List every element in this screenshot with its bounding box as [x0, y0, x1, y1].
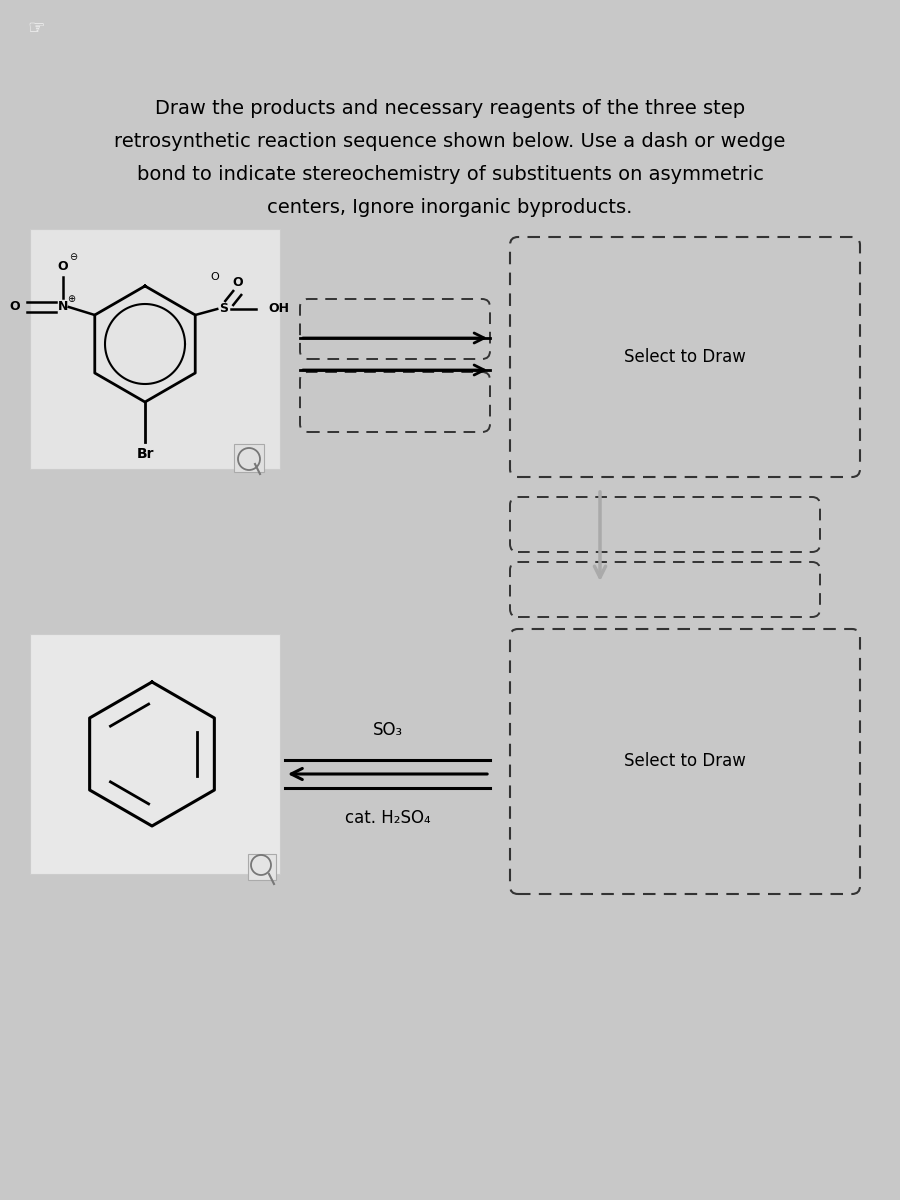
Text: Br: Br: [136, 446, 154, 461]
Text: O: O: [58, 260, 68, 274]
Text: bond to indicate stereochemistry of substituents on asymmetric: bond to indicate stereochemistry of subs…: [137, 164, 763, 184]
Text: retrosynthetic reaction sequence shown below. Use a dash or wedge: retrosynthetic reaction sequence shown b…: [114, 132, 786, 151]
Text: O: O: [211, 272, 220, 282]
Text: O: O: [232, 276, 242, 289]
Text: cat. H₂SO₄: cat. H₂SO₄: [346, 809, 431, 827]
Text: O: O: [10, 300, 20, 313]
Bar: [30, 229, 280, 469]
Text: ☞: ☞: [27, 19, 44, 37]
Bar: [234, 444, 264, 472]
Text: ⊖: ⊖: [68, 252, 76, 262]
Text: SO₃: SO₃: [373, 721, 403, 739]
Text: Select to Draw: Select to Draw: [624, 752, 746, 770]
Text: N: N: [58, 300, 68, 313]
Text: ⊕: ⊕: [67, 294, 75, 304]
Text: centers, Ignore inorganic byproducts.: centers, Ignore inorganic byproducts.: [267, 198, 633, 217]
Text: Draw the products and necessary reagents of the three step: Draw the products and necessary reagents…: [155, 98, 745, 118]
Text: S: S: [219, 302, 228, 316]
Text: Select to Draw: Select to Draw: [624, 348, 746, 366]
Bar: [248, 854, 276, 880]
Bar: [30, 634, 280, 874]
Text: OH: OH: [268, 302, 289, 316]
